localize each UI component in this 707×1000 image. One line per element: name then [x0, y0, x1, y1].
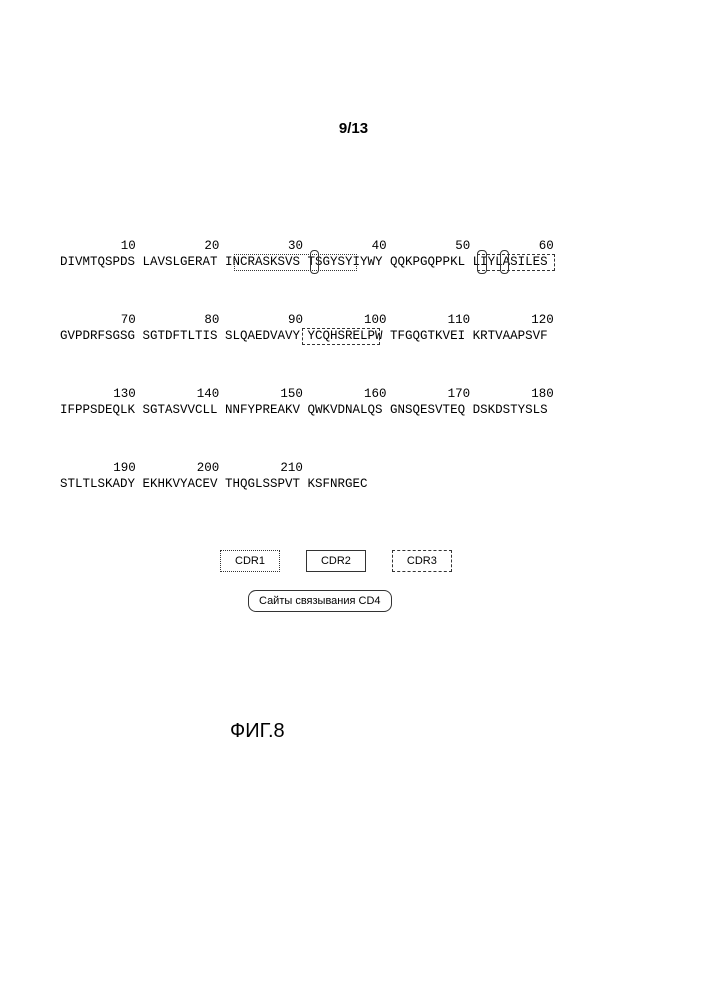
- position-number: 130: [113, 388, 136, 402]
- page-header: 9/13: [0, 0, 707, 137]
- position-number: 30: [288, 240, 303, 254]
- legend-cdr2: CDR2: [306, 550, 366, 572]
- position-number: 200: [197, 462, 220, 476]
- position-number: 120: [531, 314, 554, 328]
- position-number: 80: [204, 314, 219, 328]
- position-number: 10: [121, 240, 136, 254]
- position-numbers: 130140150160170180: [60, 388, 548, 404]
- position-number: 40: [372, 240, 387, 254]
- position-numbers: 708090100110120: [60, 314, 548, 330]
- seq-row: 102030405060DIVMTQSPDS LAVSLGERAT INCRAS…: [60, 240, 548, 272]
- position-number: 90: [288, 314, 303, 328]
- position-number: 180: [531, 388, 554, 402]
- position-number: 150: [280, 388, 303, 402]
- position-number: 170: [448, 388, 471, 402]
- cdr2-box: [477, 254, 555, 271]
- figure-label: ФИГ.8: [230, 720, 285, 743]
- position-number: 110: [448, 314, 471, 328]
- legend-cdr3: CDR3: [392, 550, 452, 572]
- position-number: 210: [280, 462, 303, 476]
- seq-row: 708090100110120GVPDRFSGSG SGTDFTLTIS SLQ…: [60, 314, 548, 346]
- cdr1-box: [234, 254, 358, 271]
- cdr3-box: [302, 328, 380, 345]
- legend-row: CDR1 CDR2 CDR3: [220, 550, 452, 572]
- position-number: 70: [121, 314, 136, 328]
- position-numbers: 102030405060: [60, 240, 548, 256]
- seq-line: DIVMTQSPDS LAVSLGERAT INCRASKSVS TSGYSYI…: [60, 256, 548, 272]
- sequence-block: 102030405060DIVMTQSPDS LAVSLGERAT INCRAS…: [60, 240, 548, 536]
- seq-line: GVPDRFSGSG SGTDFTLTIS SLQAEDVAVY YCQHSRE…: [60, 330, 548, 346]
- position-number: 50: [455, 240, 470, 254]
- position-number: 160: [364, 388, 387, 402]
- legend-cdr1: CDR1: [220, 550, 280, 572]
- seq-line: STLTLSKADY EKHKVYACEV THQGLSSPVT KSFNRGE…: [60, 478, 548, 494]
- position-number: 140: [197, 388, 220, 402]
- seq-line: IFPPSDEQLK SGTASVVCLL NNFYPREAKV QWKVDNA…: [60, 404, 548, 420]
- legend-cd4: Сайты связывания CD4: [248, 590, 392, 612]
- position-number: 190: [113, 462, 136, 476]
- position-number: 100: [364, 314, 387, 328]
- seq-row: 190 200 210 STLTLSKADY EKHKVYACEV THQGLSSPV…: [60, 462, 548, 494]
- seq-row: 130140150160170180IFPPSDEQLK SGTASVVCLL …: [60, 388, 548, 420]
- position-numbers: 190 200 210: [60, 462, 548, 478]
- legend-cd4-wrap: Сайты связывания CD4: [248, 590, 392, 612]
- position-number: 60: [539, 240, 554, 254]
- position-number: 20: [204, 240, 219, 254]
